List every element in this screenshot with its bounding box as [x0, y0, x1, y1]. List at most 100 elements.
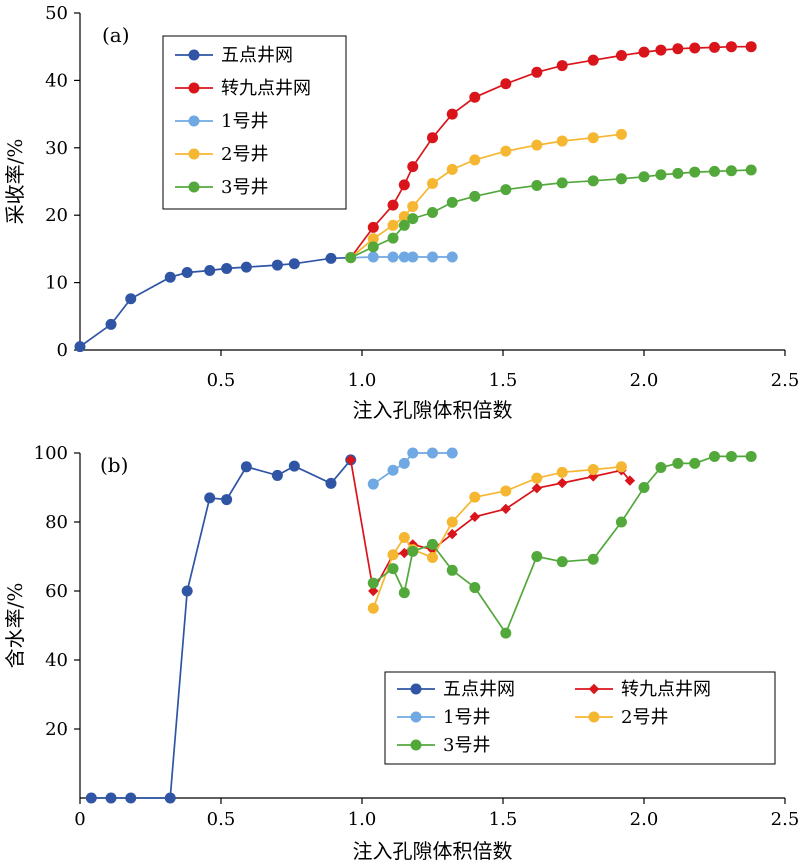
y-tick-label: 20	[45, 205, 68, 226]
data-point-series-4	[407, 200, 419, 212]
data-point-series-2	[689, 42, 701, 54]
legend-marker	[188, 82, 200, 94]
data-point-series-5	[427, 538, 438, 550]
x-tick-label: 2.5	[771, 809, 800, 830]
y-tick-label: 50	[45, 3, 68, 24]
data-point-series-5	[446, 196, 458, 208]
data-point-series-2	[367, 221, 379, 233]
data-point-series-2	[615, 49, 627, 61]
data-point-series-1	[181, 585, 193, 597]
data-point-series-3	[427, 251, 438, 263]
data-point-series-1	[74, 341, 86, 353]
data-point-series-1	[271, 469, 283, 481]
data-point-series-5	[587, 553, 599, 565]
x-tick-label: 2.5	[771, 370, 800, 391]
y-axis-label: 采收率/%	[3, 139, 27, 225]
data-point-series-5	[531, 180, 543, 192]
data-point-series-2	[672, 43, 684, 55]
x-tick-label: 1.0	[348, 370, 377, 391]
legend-label: 3号井	[443, 735, 490, 756]
panel-label: (a)	[102, 23, 130, 47]
data-point-series-5	[446, 564, 458, 576]
data-point-series-3	[398, 457, 410, 469]
data-point-series-5	[500, 627, 512, 639]
legend-label: 五点井网	[221, 45, 293, 66]
data-point-series-1	[204, 264, 216, 276]
data-point-series-2	[469, 91, 481, 103]
legend-label: 2号井	[221, 144, 268, 165]
chart-panel-a: 0.5 1.0 1.5 2.0 2.5 0 10 20 30 40 50 注入孔隙体积倍数 采收率/% (…	[3, 3, 799, 422]
data-point-series-3	[367, 478, 379, 490]
data-point-series-4	[446, 516, 458, 528]
y-tick-label: 20	[45, 719, 68, 740]
data-point-series-5	[469, 582, 481, 594]
data-point-series-2	[446, 108, 458, 120]
data-point-series-4	[615, 128, 627, 140]
data-point-series-5	[345, 252, 357, 264]
data-point-series-5	[407, 545, 419, 557]
legend-marker	[588, 683, 600, 695]
data-point-series-4	[427, 552, 438, 564]
data-point-series-4	[556, 135, 568, 147]
x-tick-label: 1.0	[348, 809, 377, 830]
data-point-series-1	[181, 266, 193, 278]
legend-label: 转九点井网	[221, 78, 311, 99]
data-point-series-1	[271, 259, 283, 271]
data-point-series-2	[387, 199, 399, 211]
data-point-series-1	[288, 460, 300, 472]
data-point-series-4	[531, 139, 543, 151]
data-point-series-2	[447, 528, 458, 540]
data-point-series-2	[745, 41, 757, 53]
data-point-series-5	[367, 577, 379, 589]
data-point-series-1	[288, 258, 300, 270]
data-point-series-5	[672, 457, 684, 469]
data-point-series-4	[469, 154, 481, 166]
data-point-series-3	[407, 251, 419, 263]
data-point-series-5	[387, 232, 399, 244]
data-point-series-5	[725, 165, 737, 177]
data-point-series-5	[556, 177, 568, 189]
data-point-series-5	[387, 563, 399, 575]
data-point-series-1	[221, 494, 233, 506]
data-point-series-3	[446, 447, 458, 459]
data-point-series-1	[125, 792, 137, 804]
x-tick-label: 1.5	[489, 370, 518, 391]
y-tick-label: 40	[45, 650, 68, 671]
data-point-series-5	[398, 587, 410, 599]
data-point-series-4	[469, 491, 481, 503]
y-tick-label: 10	[45, 273, 68, 294]
legend-label: 2号井	[621, 707, 668, 728]
x-tick-label: 2.0	[630, 370, 659, 391]
data-point-series-5	[407, 213, 419, 225]
data-point-series-4	[367, 233, 379, 245]
y-tick-label: 80	[45, 512, 68, 533]
data-point-series-2	[368, 585, 379, 597]
data-point-series-1	[105, 318, 117, 330]
data-point-series-5	[745, 164, 757, 176]
legend-marker	[188, 115, 200, 127]
data-point-series-3	[446, 251, 458, 263]
data-point-series-4	[587, 464, 599, 476]
legend-marker	[410, 683, 422, 695]
legend-marker	[188, 49, 200, 61]
series-line-1	[91, 459, 352, 799]
data-point-series-5	[638, 171, 650, 183]
y-tick-label: 0	[57, 340, 68, 361]
data-point-series-5	[709, 450, 720, 462]
legend-label: 3号井	[221, 177, 268, 198]
legend-marker	[588, 711, 600, 723]
x-tick-label: 2.0	[630, 809, 659, 830]
data-point-series-2	[638, 46, 650, 58]
data-point-series-1	[240, 261, 252, 273]
data-point-series-2	[531, 66, 543, 78]
data-point-series-5	[367, 241, 379, 253]
y-axis-label: 含水率/%	[3, 583, 27, 669]
data-point-series-2	[556, 60, 568, 72]
y-tick-label: 100	[34, 443, 68, 464]
data-point-series-2	[557, 477, 568, 489]
legend-label: 1号井	[443, 707, 490, 728]
data-point-series-1	[221, 262, 233, 274]
legend-marker	[410, 739, 422, 751]
legend-box	[384, 671, 776, 765]
data-point-series-5	[615, 516, 627, 528]
